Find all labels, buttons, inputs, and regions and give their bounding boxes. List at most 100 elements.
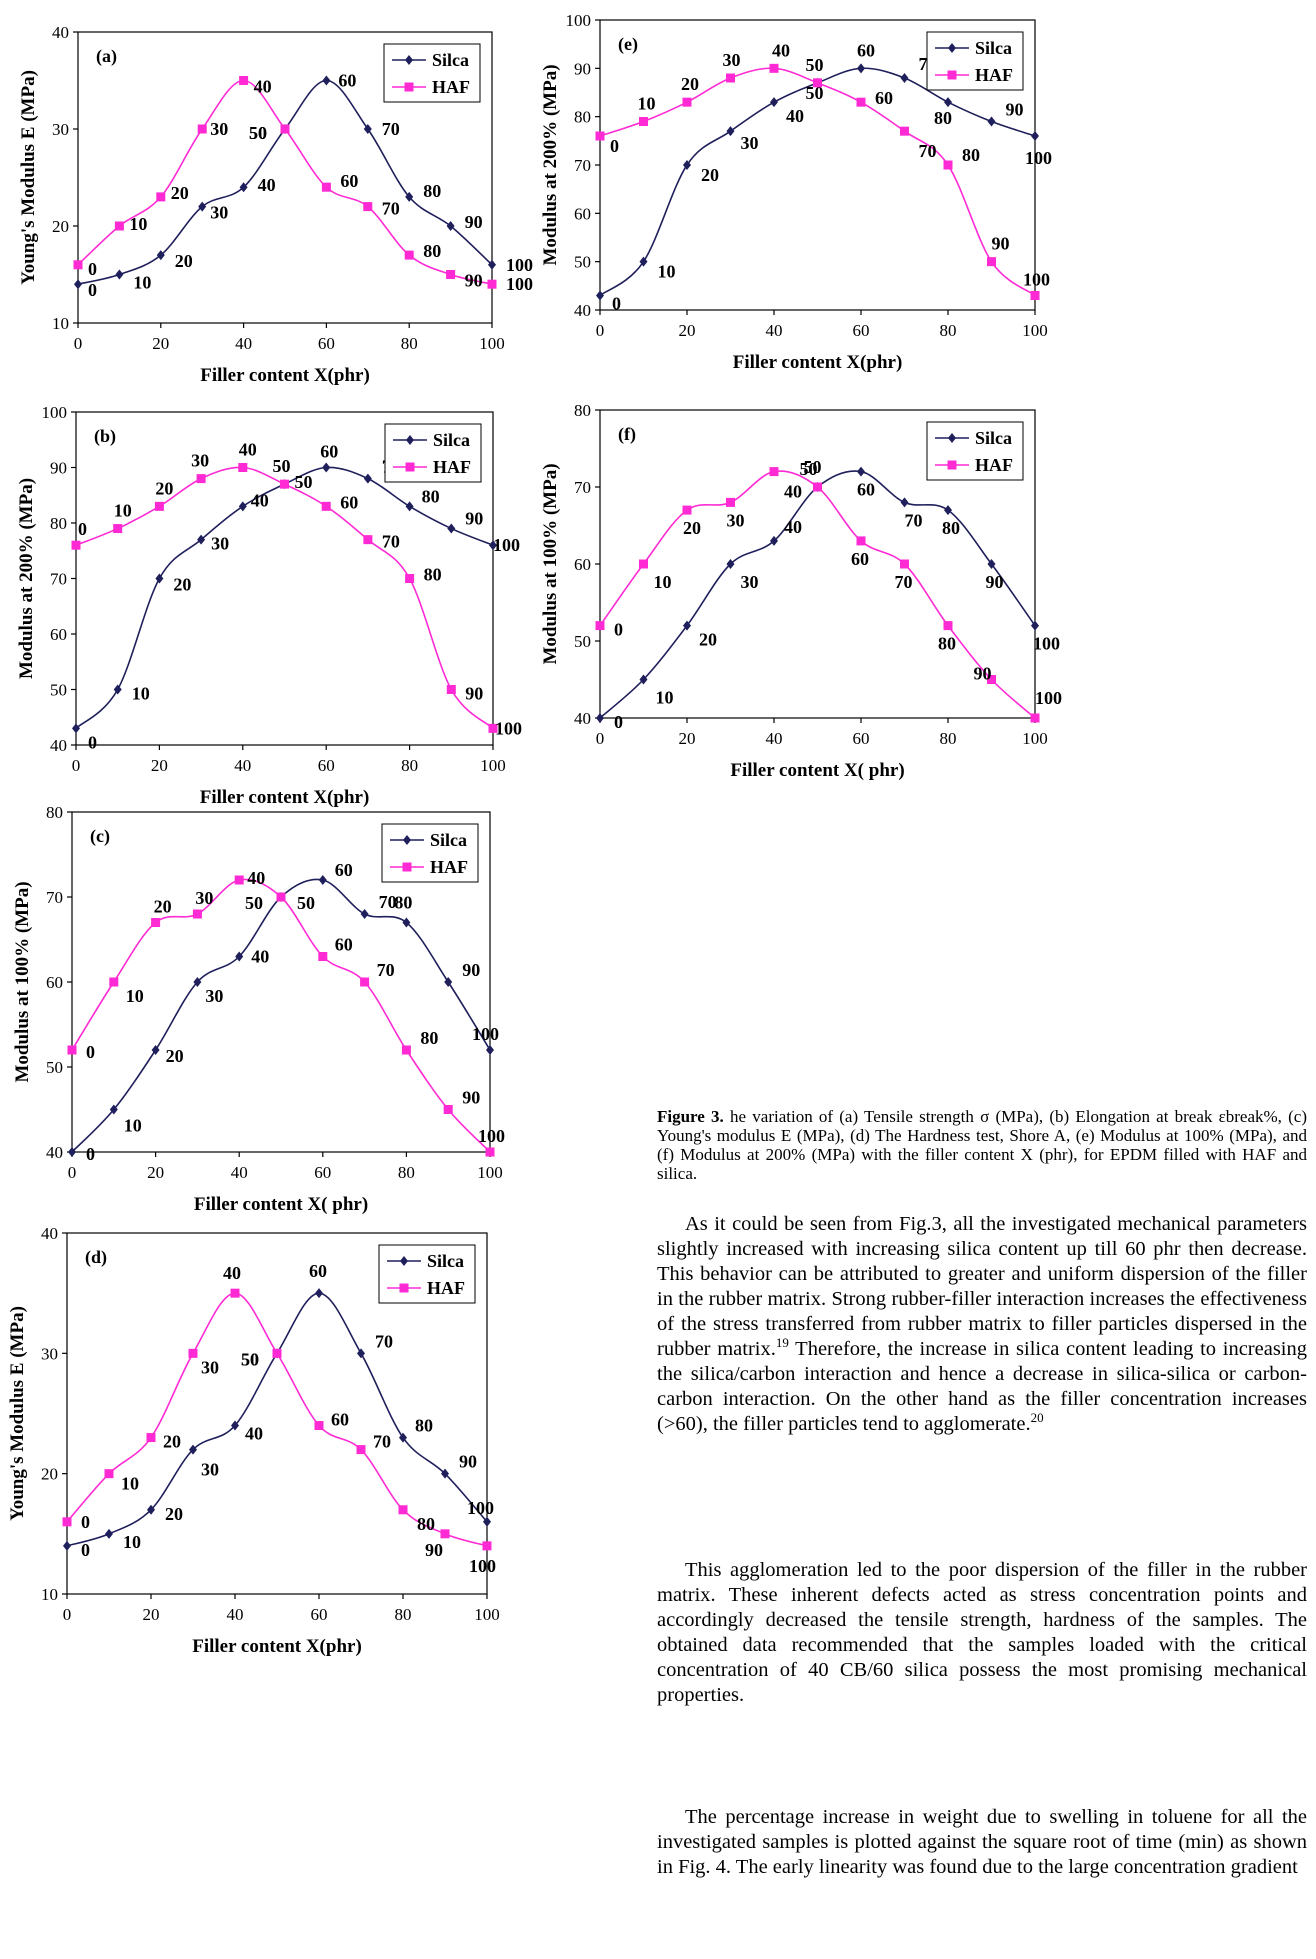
silca-point: [238, 501, 247, 512]
panel-tag: (c): [90, 826, 110, 847]
x-tick-label: 100: [1022, 729, 1048, 748]
citation-20: 20: [1030, 1410, 1044, 1426]
point-label: 40: [784, 517, 802, 537]
haf-point: [73, 260, 83, 270]
point-label: 80: [942, 518, 960, 538]
point-label: 20: [163, 1432, 181, 1452]
chart-panel-c: 40 50 60 70 80 0 20 40 60 80 100 Filler content X( …: [10, 803, 510, 1215]
haf-point: [113, 524, 123, 534]
x-tick-label: 80: [401, 334, 418, 353]
haf-point: [146, 1433, 156, 1443]
point-label: 70: [382, 199, 400, 219]
silca-point: [486, 1045, 494, 1055]
point-label: 0: [612, 294, 621, 314]
point-label: 40: [223, 1263, 241, 1283]
point-label: 50: [804, 457, 822, 477]
haf-point: [856, 97, 866, 107]
silca-point: [405, 501, 414, 512]
haf-point: [682, 505, 692, 515]
legend-haf-marker: [405, 462, 415, 472]
point-label: 0: [614, 712, 623, 732]
y-tick-label: 40: [52, 23, 69, 42]
point-label: 60: [340, 492, 358, 512]
point-label: 60: [309, 1261, 327, 1281]
point-label: 0: [78, 519, 87, 539]
legend-label-silca: Silca: [975, 428, 1012, 448]
silca-point: [109, 1104, 118, 1115]
point-label: 70: [919, 141, 937, 161]
haf-point: [1030, 291, 1040, 300]
x-tick-label: 0: [72, 756, 81, 775]
silca-point: [197, 534, 206, 545]
legend-haf-marker: [947, 70, 957, 80]
y-tick-label: 80: [574, 401, 591, 420]
silca-point: [639, 674, 648, 685]
legend-label-silca: Silca: [427, 1251, 464, 1271]
silca-point: [444, 977, 453, 987]
y-tick-label: 100: [566, 11, 592, 30]
silca-point: [483, 1516, 491, 1527]
haf-point: [639, 117, 648, 126]
haf-point: [943, 621, 953, 631]
haf-point: [192, 909, 202, 919]
y-tick-label: 40: [574, 301, 591, 320]
silca-point: [115, 269, 124, 280]
point-label: 20: [154, 897, 172, 917]
point-label: 10: [126, 986, 144, 1006]
point-label: 0: [81, 1512, 90, 1532]
y-tick-label: 80: [46, 803, 63, 822]
body-paragraph-3-text: The percentage increase in weight due to…: [657, 1806, 1307, 1878]
haf-point: [114, 221, 124, 231]
y-tick-label: 50: [50, 681, 67, 700]
legend-label-haf: HAF: [430, 857, 468, 877]
chart-panel-f: 40 50 60 70 80 0 20 40 60 80 100 Filler content X( …: [540, 400, 1062, 790]
point-label: 10: [123, 1532, 141, 1552]
x-tick-label: 40: [235, 334, 252, 353]
point-label: 100: [467, 1498, 494, 1518]
point-label: 100: [493, 535, 520, 555]
point-label: 70: [905, 510, 923, 530]
point-label: 0: [88, 280, 97, 300]
point-label: 80: [423, 241, 441, 261]
haf-point: [943, 160, 953, 170]
point-label: 80: [423, 181, 441, 201]
silca-point: [447, 523, 456, 534]
haf-point: [280, 124, 290, 134]
legend-label-silca: Silca: [432, 50, 469, 70]
silca-point: [74, 279, 82, 290]
silca-point: [489, 540, 497, 551]
x-tick-label: 40: [766, 729, 783, 748]
haf-point: [813, 482, 822, 492]
point-label: 0: [614, 620, 623, 640]
y-tick-label: 20: [52, 217, 69, 236]
point-label: 80: [420, 1028, 438, 1048]
panel-tag: (b): [94, 426, 116, 447]
x-axis-label: Filler content X(phr): [733, 352, 903, 373]
point-label: 70: [382, 119, 400, 139]
figure-caption-label: Figure 3.: [657, 1107, 724, 1126]
point-label: 50: [295, 472, 313, 492]
point-label: 90: [462, 960, 480, 980]
point-label: 20: [699, 630, 717, 650]
haf-point: [482, 1541, 492, 1551]
point-label: 30: [723, 50, 741, 70]
legend-haf-marker: [402, 862, 412, 872]
x-tick-label: 20: [679, 321, 696, 340]
silca-point: [189, 1444, 197, 1455]
body-paragraph-1: As it could be seen from Fig.3, all the …: [657, 1212, 1307, 1437]
legend-silca-marker: [403, 835, 411, 845]
y-axis-label: Modulus at 200% (MPa): [16, 478, 37, 679]
point-label: 90: [459, 1452, 477, 1472]
haf-point: [900, 126, 909, 136]
point-label: 50: [241, 1349, 259, 1369]
point-label: 30: [201, 1460, 219, 1480]
point-label: 10: [133, 273, 151, 293]
point-label: 90: [974, 664, 992, 684]
point-label: 40: [784, 482, 802, 502]
silca-point: [770, 535, 778, 546]
legend: [381, 823, 479, 883]
point-label: 70: [373, 1432, 391, 1452]
silca-point: [944, 97, 952, 108]
haf-point: [276, 892, 286, 902]
